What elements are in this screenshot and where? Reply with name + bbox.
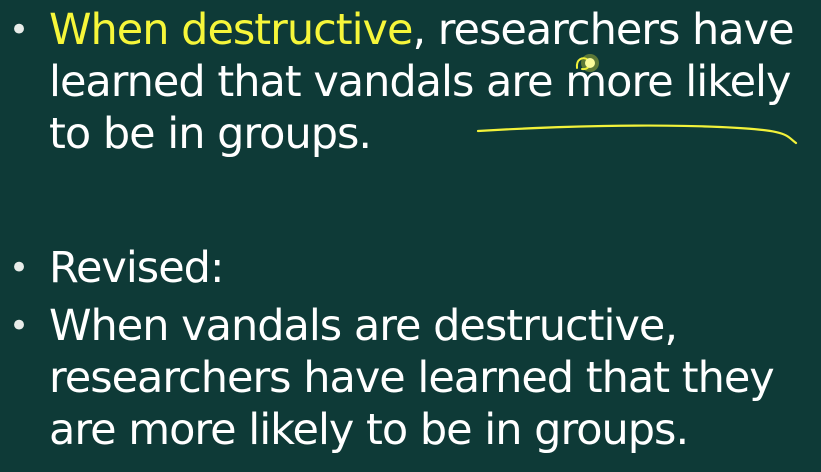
highlighted-phrase: When destructive: [49, 5, 413, 55]
bullet-line: When vandals are destructive,: [49, 301, 678, 351]
bullet-text: Revised:: [49, 242, 821, 294]
bullet-dot: •: [9, 306, 30, 346]
bullet-dot: •: [9, 248, 30, 288]
bullet-text: When destructive, researchers have learn…: [49, 4, 821, 160]
bullet-line: Revised:: [49, 243, 224, 293]
bullet-line: When destructive, researchers have: [49, 4, 821, 56]
bullet-line: to be in groups.: [49, 109, 372, 159]
bullet-line-rest: , researchers have: [412, 5, 794, 55]
bullet-text: When vandals are destructive, researcher…: [49, 300, 821, 456]
bullet-line: researchers have learned that they: [49, 353, 775, 403]
bullet-line: learned that vandals are more likely: [49, 57, 791, 107]
bullet-line: are more likely to be in groups.: [49, 405, 689, 455]
bullet-dot: •: [9, 10, 30, 50]
